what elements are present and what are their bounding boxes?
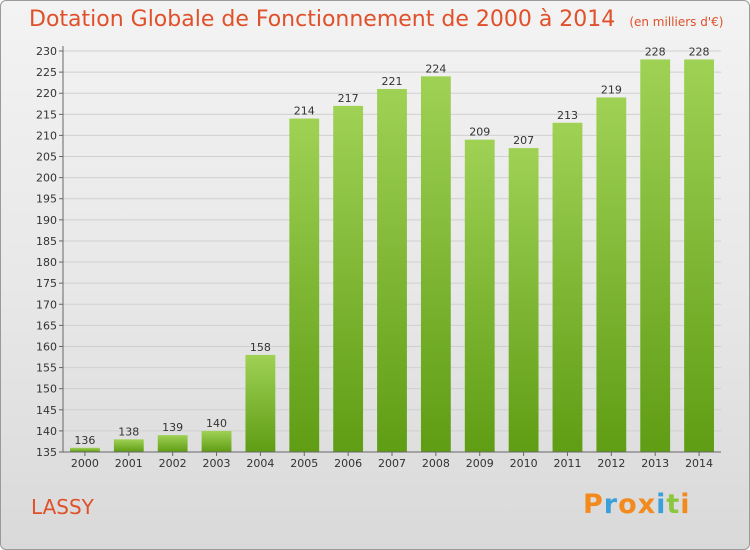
value-label-2012: 219 (601, 83, 622, 96)
value-label-2007: 221 (382, 75, 403, 88)
x-tick-label: 2000 (71, 457, 99, 470)
bar-2010 (508, 148, 539, 452)
x-tick-label: 2008 (422, 457, 450, 470)
logo-letter: o (618, 489, 638, 520)
bar-2012 (596, 97, 627, 452)
y-tick-label: 180 (36, 256, 57, 269)
logo-letter: P (583, 489, 604, 520)
value-label-2014: 228 (689, 45, 710, 58)
value-label-2010: 207 (513, 134, 534, 147)
value-labels: 136 138 139 140 158 214 217 221 224 209 207 213 219 2… (74, 45, 709, 446)
value-label-2006: 217 (338, 92, 359, 105)
x-tick-label: 2002 (159, 457, 187, 470)
y-tick-label: 150 (36, 383, 57, 396)
x-tick-label: 2007 (378, 457, 406, 470)
x-tick-label: 2014 (685, 457, 713, 470)
bar-2000 (70, 447, 100, 452)
y-tick-label: 135 (36, 446, 57, 459)
x-tick-label: 2010 (510, 457, 538, 470)
chart-title: Dotation Globale de Fonctionnement de 20… (29, 7, 616, 32)
bar-2006 (333, 105, 364, 452)
y-tick-label: 200 (36, 172, 57, 185)
y-tick-label: 230 (36, 45, 57, 58)
value-label-2005: 214 (294, 105, 315, 118)
y-tick-label: 140 (36, 425, 57, 438)
x-tick-label: 2004 (246, 457, 274, 470)
y-tick-label: 160 (36, 340, 57, 353)
bar-2004 (245, 354, 276, 452)
x-tick-label: 2012 (597, 457, 625, 470)
x-tick-label: 2011 (553, 457, 581, 470)
y-tick-label: 205 (36, 151, 57, 164)
logo-letter: i (680, 489, 691, 520)
chart-subtitle: (en milliers d'€) (629, 15, 724, 29)
y-tick-label: 175 (36, 277, 57, 290)
bars (70, 59, 714, 453)
value-label-2008: 224 (425, 62, 446, 75)
y-tick-label: 225 (36, 66, 57, 79)
y-tick-label: 185 (36, 235, 57, 248)
bar-2011 (552, 122, 583, 452)
y-tick-label: 190 (36, 214, 57, 227)
value-label-2011: 213 (557, 109, 578, 122)
logo-letter: x (637, 489, 657, 520)
y-tick-label: 145 (36, 404, 57, 417)
value-label-2002: 139 (162, 421, 183, 434)
y-tick-label: 220 (36, 87, 57, 100)
value-label-2009: 209 (469, 126, 490, 139)
y-tick-label: 210 (36, 129, 57, 142)
x-tick-label: 2005 (290, 457, 318, 470)
value-label-2013: 228 (645, 45, 666, 58)
x-tick-label: 2009 (466, 457, 494, 470)
y-tick-label: 215 (36, 108, 57, 121)
x-tick-label: 2013 (641, 457, 669, 470)
value-label-2003: 140 (206, 417, 227, 430)
bar-2007 (377, 88, 407, 452)
bar-2013 (640, 59, 671, 452)
y-tick-label: 195 (36, 193, 57, 206)
bar-2002 (157, 435, 188, 452)
value-label-2000: 136 (74, 434, 95, 447)
title-row: Dotation Globale de Fonctionnement de 20… (29, 7, 723, 32)
y-tick-label: 165 (36, 319, 57, 332)
bar-2008 (420, 76, 451, 452)
x-tick-label: 2001 (115, 457, 143, 470)
proxiti-logo: Proxiti (583, 489, 691, 520)
x-tick-label: 2003 (203, 457, 231, 470)
value-label-2001: 138 (118, 425, 139, 438)
bar-2005 (289, 118, 320, 453)
bar-2003 (201, 430, 232, 452)
commune-name: LASSY (31, 495, 94, 519)
bar-2001 (113, 439, 144, 452)
bar-2014 (684, 59, 714, 452)
x-tick-label: 2006 (334, 457, 362, 470)
axes: 135 140 145 150 155 160 165 170 175 180 185 190 195 2… (36, 45, 721, 470)
logo-letter: i (656, 489, 667, 520)
bar-2009 (464, 139, 495, 453)
y-tick-label: 155 (36, 362, 57, 375)
value-label-2004: 158 (250, 341, 271, 354)
y-tick-label: 170 (36, 298, 57, 311)
logo-letter: t (666, 489, 681, 520)
logo-letter: r (603, 489, 619, 520)
